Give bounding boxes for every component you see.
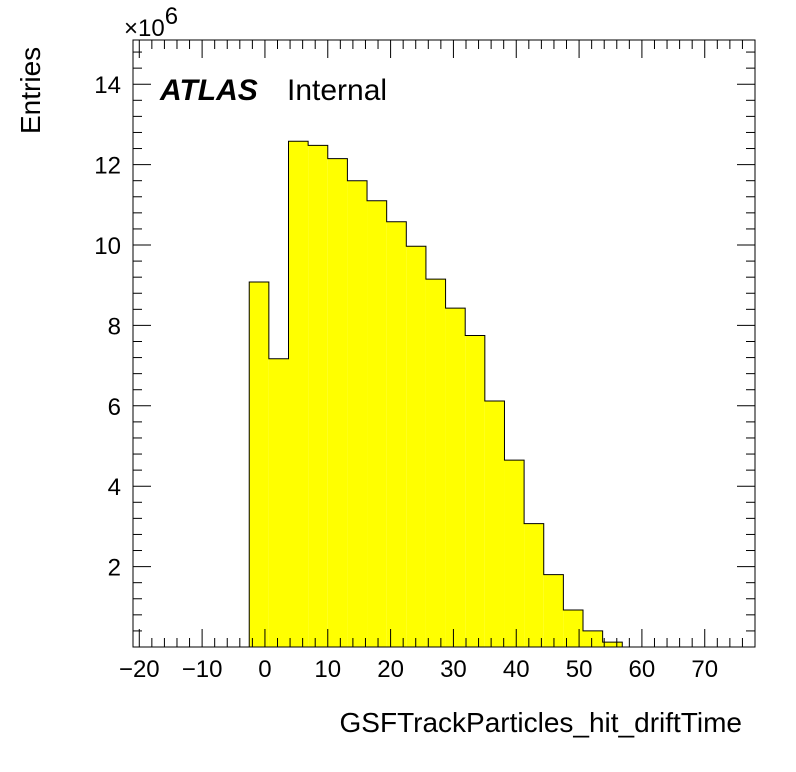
histogram-bin (563, 610, 584, 647)
y-tick-labels: 2 4 6 8 10 12 14 (94, 72, 121, 581)
histogram-bin (308, 145, 328, 647)
histogram-bin (425, 279, 446, 647)
histogram-bin (367, 200, 387, 647)
histogram-bin (445, 308, 466, 647)
histogram-bars (249, 141, 623, 648)
x-tick-label: 70 (691, 656, 718, 683)
histogram-bin (543, 574, 564, 647)
histogram-bin (386, 221, 407, 648)
histogram-bin (602, 642, 623, 647)
y-tick-label: 4 (108, 474, 121, 501)
y-tick-label: 10 (94, 233, 121, 260)
x-tick-label: 20 (377, 656, 404, 683)
y-tick-label: 2 (108, 555, 121, 582)
axis-ticks (133, 40, 755, 647)
x-tick-label: 50 (566, 656, 593, 683)
x-tick-labels: −20 −10 0 10 20 30 40 50 60 70 (119, 656, 718, 683)
histogram-bin (583, 630, 603, 647)
histogram-outline (248, 140, 623, 647)
x-tick-label: −10 (182, 656, 223, 683)
x-tick-label: 0 (258, 656, 271, 683)
histogram-bin (347, 180, 368, 647)
histogram-bin (465, 335, 485, 647)
y-tick-label: 8 (108, 313, 121, 340)
y-tick-label: 14 (94, 72, 121, 99)
histogram-bin (249, 281, 269, 647)
histogram-bin (504, 460, 525, 647)
histogram-bin (288, 141, 309, 647)
x-axis-title: GSFTrackParticles_hit_driftTime (340, 707, 742, 738)
x-tick-label: 60 (629, 656, 656, 683)
y-tick-label: 6 (108, 394, 121, 421)
y-tick-label: 12 (94, 153, 121, 180)
histogram-bin (268, 358, 289, 647)
x-tick-label: 10 (314, 656, 341, 683)
x-tick-label: −20 (119, 656, 160, 683)
internal-label: Internal (287, 74, 387, 107)
histogram-bin (484, 400, 505, 647)
x-tick-label: 40 (503, 656, 530, 683)
y-multiplier-base: ×10 (124, 15, 165, 42)
plot-frame (132, 39, 756, 648)
y-axis-title: Entries (15, 47, 46, 134)
atlas-label: ATLAS (159, 74, 258, 107)
histogram-bin (406, 246, 426, 647)
histogram-bin (327, 158, 348, 647)
x-tick-label: 30 (440, 656, 467, 683)
y-multiplier: ×106 (124, 3, 178, 42)
histogram-bin (524, 523, 544, 647)
y-multiplier-exponent: 6 (165, 3, 178, 30)
